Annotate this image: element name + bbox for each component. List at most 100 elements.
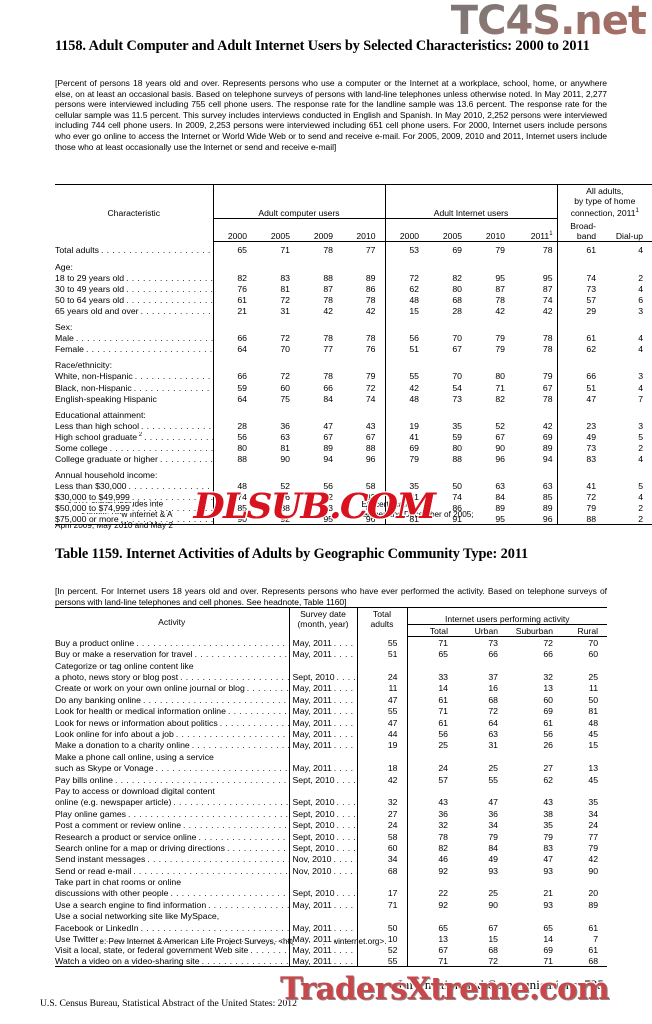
- colgroup-home-connection: All adults, by type of home connection, …: [556, 184, 652, 219]
- data-cell: 4: [638, 454, 644, 465]
- colgroup-users-performing: Internet users performing activity: [406, 607, 608, 625]
- data-cell: 61: [384, 491, 429, 503]
- row-label: Less than $30,000: [55, 480, 213, 492]
- survey-date-cell: May, 2011: [288, 682, 357, 694]
- table-1158-headnote: [Percent of persons 18 years old and ove…: [55, 78, 607, 152]
- data-cell: 63: [488, 729, 498, 740]
- data-cell: 90: [495, 442, 506, 453]
- table-row: $75,000 or more9092959681919596882: [55, 513, 652, 526]
- data-cell: 5: [638, 481, 644, 492]
- row-spacer: [55, 255, 652, 261]
- col-total-adults: Total adults: [356, 607, 407, 637]
- data-cell: 58: [365, 481, 376, 492]
- data-cell: 66: [488, 649, 498, 660]
- data-cell: 16: [488, 683, 498, 694]
- data-cell: 36: [280, 420, 290, 431]
- col-computer-2010: 2010: [342, 218, 386, 242]
- data-cell: 33: [406, 670, 457, 683]
- data-cell: 74: [556, 271, 606, 283]
- data-cell: 47: [556, 392, 606, 404]
- data-cell: 31: [280, 305, 290, 316]
- data-cell: 15: [384, 304, 429, 316]
- data-cell: 74: [542, 294, 553, 305]
- row-label: $30,000 to $49,999: [55, 491, 213, 503]
- table-row: Some college8081898869809089732: [55, 441, 652, 453]
- table-1159-title: Table 1159. Internet Activities of Adult…: [55, 546, 529, 562]
- data-cell: 88: [280, 503, 290, 514]
- colgroup-computer-users: Adult computer users: [212, 184, 386, 219]
- table-row: Less than $30,0004852565835506363415: [55, 480, 652, 492]
- data-cell: 88: [365, 442, 376, 453]
- data-cell: 74: [452, 492, 463, 503]
- data-cell: 13: [543, 683, 553, 694]
- data-cell: 56: [323, 481, 333, 492]
- data-cell: 50: [588, 694, 599, 705]
- table-1158-footnotes: 12011 survey includes inte ED certificat…: [55, 497, 607, 531]
- data-cell: 2: [605, 513, 652, 526]
- data-cell: 69: [542, 431, 553, 442]
- data-cell: 89: [542, 503, 553, 514]
- survey-date-cell: Nov, 2010: [288, 852, 357, 865]
- table-row: 18 to 29 years old8283888972829595742: [55, 271, 652, 283]
- data-cell: 28: [212, 419, 256, 431]
- data-cell: 50: [452, 481, 463, 492]
- data-cell: 24: [406, 761, 457, 774]
- data-cell: 29: [556, 304, 606, 316]
- data-cell: 79: [542, 371, 553, 382]
- data-cell: 42: [384, 381, 429, 393]
- data-cell: 60: [543, 694, 553, 705]
- source-suffix: tember and December of 2005;: [360, 510, 474, 520]
- data-cell: 74: [212, 491, 256, 503]
- data-cell: 89: [495, 503, 506, 514]
- data-cell: 65: [212, 241, 256, 256]
- data-cell: 55: [356, 704, 407, 717]
- data-cell: 84: [488, 842, 498, 853]
- survey-date-cell: May, 2011: [288, 739, 357, 751]
- data-cell: 78: [365, 294, 376, 305]
- row-label: Watch a video on a video-sharing site: [55, 955, 289, 968]
- data-cell: 61: [588, 945, 599, 956]
- data-cell: 58: [356, 830, 407, 842]
- data-cell: 88: [212, 452, 256, 465]
- data-cell: 68: [488, 694, 498, 705]
- footnote-1-suffix: ED certificate.: [361, 499, 413, 509]
- data-cell: 88: [323, 272, 333, 283]
- data-cell: 79: [365, 371, 376, 382]
- data-cell: 78: [406, 830, 457, 842]
- data-cell: 73: [488, 637, 498, 648]
- data-cell: 64: [488, 717, 498, 728]
- data-cell: 79: [495, 245, 506, 256]
- data-cell: 70: [280, 344, 290, 355]
- table-row-total: Total adults6571787753697978614: [55, 241, 652, 256]
- row-label: Look for health or medical information o…: [55, 705, 289, 717]
- table-row: Play online gamesSept, 20102736363834: [55, 807, 607, 819]
- group-label: Sex:: [55, 322, 73, 333]
- table-row: $30,000 to $49,9997476828261748485724: [55, 491, 652, 503]
- data-cell: 60: [356, 841, 407, 853]
- row-label: Male: [55, 332, 213, 344]
- data-cell: 78: [542, 344, 553, 355]
- row-label-continued: Pay to access or download digital conten…: [55, 785, 215, 796]
- survey-date-cell: May, 2011: [288, 932, 357, 945]
- data-cell: 72: [556, 491, 606, 503]
- data-cell: 41: [556, 480, 606, 492]
- data-cell: 45: [588, 729, 599, 740]
- row-label: Pay bills online: [55, 773, 289, 785]
- data-cell: 27: [356, 807, 407, 819]
- row-label: Visit a local, state, or federal governm…: [55, 944, 289, 956]
- table-1158-source: Source: Pew Internet & A tember and Dece…: [55, 510, 607, 520]
- survey-date-cell: May, 2011: [288, 704, 357, 717]
- data-cell: 83: [280, 272, 290, 283]
- data-cell: 90: [488, 899, 498, 910]
- data-cell: 72: [384, 271, 429, 283]
- table-row: Send or read e-mailNov, 20106892 93 93 90: [55, 864, 607, 876]
- data-cell: 47: [356, 693, 407, 705]
- col-internet-2011: 20111: [514, 218, 558, 242]
- data-cell: 80: [452, 283, 463, 294]
- data-cell: 61: [556, 241, 606, 256]
- data-cell: 77: [588, 831, 599, 842]
- data-cell: 78: [542, 245, 553, 256]
- data-cell: 78: [542, 333, 553, 344]
- data-cell: 66: [212, 332, 256, 344]
- table-1159-source: Source: Pew Internet & American Life Pro…: [78, 937, 387, 946]
